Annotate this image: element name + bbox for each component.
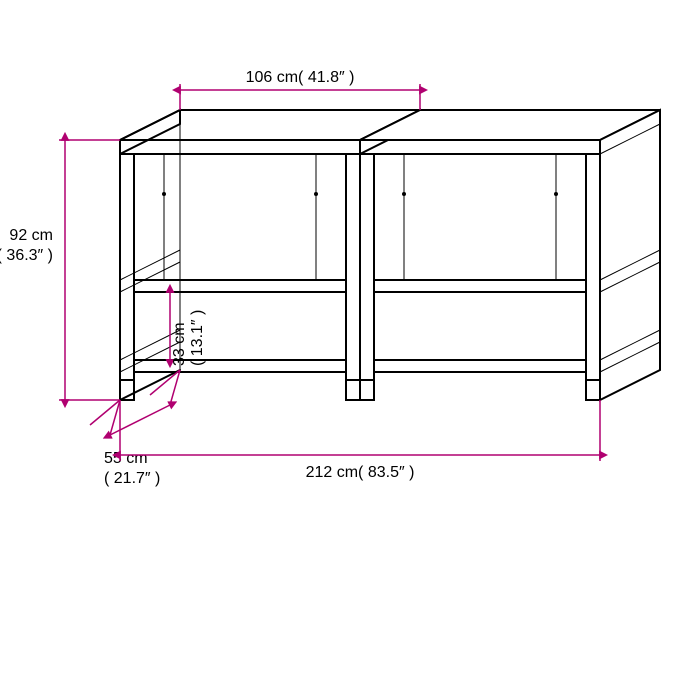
dimension xyxy=(110,405,170,435)
dim-depth: 55 cm xyxy=(104,450,148,467)
dim-depth: ( 21.7″ ) xyxy=(104,470,160,487)
svg-text:92 cm: 92 cm xyxy=(9,227,53,244)
unit-front xyxy=(120,140,360,400)
dim-shelf-gap: 33 cm xyxy=(171,322,188,366)
dim-height: ( 36.3″ ) xyxy=(0,247,53,264)
unit-front xyxy=(360,140,600,400)
dim-shelf-gap: ( 13.1″ ) xyxy=(189,310,206,366)
dim-total-width: 212 cm( 83.5″ ) xyxy=(306,464,415,481)
dim-top-width: 106 cm( 41.8″ ) xyxy=(246,69,355,86)
